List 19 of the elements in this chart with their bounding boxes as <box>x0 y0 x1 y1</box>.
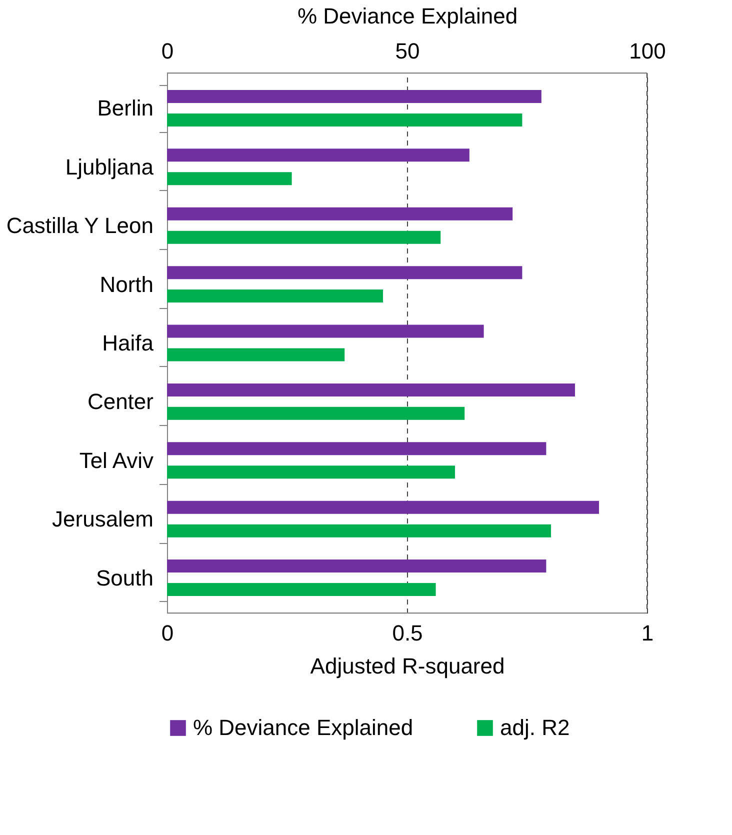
x-tick-label: 0 <box>161 620 174 646</box>
y-tick-label: Ljubljana <box>65 154 154 180</box>
y-tick-label: Haifa <box>102 330 154 356</box>
y-tick-label: Castilla Y Leon <box>6 213 154 238</box>
x2-tick-label: 100 <box>629 38 666 64</box>
legend-label: % Deviance Explained <box>193 715 414 740</box>
y-tick-label: North <box>100 272 154 297</box>
x2-tick-label: 50 <box>395 38 420 64</box>
x-tick-label: 1 <box>641 620 654 646</box>
y-tick-label: Jerusalem <box>52 506 154 532</box>
y-tick-label: Center <box>87 389 154 414</box>
x-axis-title: Adjusted R-squared <box>310 654 505 678</box>
x2-tick-label: 0 <box>161 38 174 64</box>
y-tick-label: Berlin <box>97 96 154 121</box>
legend-label: adj. R2 <box>500 715 570 740</box>
y-tick-label: Tel Aviv <box>79 448 154 473</box>
y-tick-label: South <box>96 565 154 590</box>
x2-axis-title: % Deviance Explained <box>297 4 518 28</box>
x-tick-label: 0.5 <box>392 620 423 646</box>
